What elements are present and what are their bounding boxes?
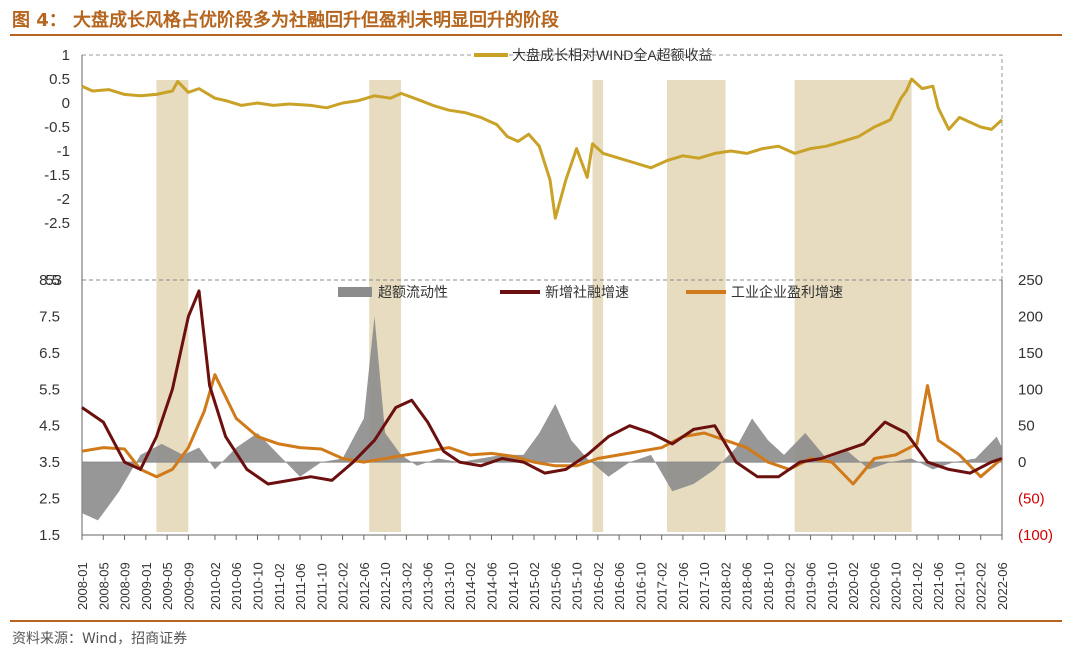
y-tick-label-right: 0 [1018, 454, 1026, 471]
x-tick-label: 2016-02 [591, 562, 606, 610]
y-tick-label-right: 250 [1018, 272, 1043, 289]
x-tick-label: 2021-06 [931, 562, 946, 610]
x-tick-label: 2015-02 [527, 562, 542, 610]
y-tick-label-right: (50) [1018, 491, 1045, 508]
x-tick-label: 2013-06 [421, 562, 436, 610]
y-tick-label-top: -1.5 [44, 167, 70, 184]
y-tick-label-left: 1.5 [39, 527, 60, 544]
y-tick-label-top: 1 [62, 47, 70, 64]
y-tick-label-left-extra: 53 [45, 272, 62, 289]
x-tick-label: 2014-10 [506, 562, 521, 610]
x-tick-label: 2015-10 [570, 562, 585, 610]
x-tick-label: 2012-06 [357, 562, 372, 610]
x-tick-label: 2019-06 [804, 562, 819, 610]
x-tick-label: 2008-05 [96, 562, 111, 610]
legend-label-liquidity: 超额流动性 [378, 284, 448, 300]
title-divider [10, 34, 1062, 36]
y-tick-label-right: (100) [1018, 527, 1053, 544]
footer-divider [10, 620, 1062, 622]
y-tick-label-left: 5.5 [39, 381, 60, 398]
x-tick-label: 2021-02 [910, 562, 925, 610]
x-tick-label: 2017-10 [697, 562, 712, 610]
x-tick-label: 2010-02 [208, 562, 223, 610]
legend-label-excess: 大盘成长相对WIND全A超额收益 [512, 47, 713, 63]
x-tick-label: 2012-02 [336, 562, 351, 610]
y-tick-label-top: -2.5 [44, 215, 70, 232]
y-tick-label-right: 50 [1018, 418, 1035, 435]
x-tick-label: 2022-06 [995, 562, 1010, 610]
x-tick-label: 2018-06 [740, 562, 755, 610]
x-tick-label: 2019-10 [825, 562, 840, 610]
top-panel-frame [82, 54, 1003, 280]
x-tick-label: 2018-02 [718, 562, 733, 610]
x-tick-label: 2014-02 [463, 562, 478, 610]
x-tick-label: 2018-10 [761, 562, 776, 610]
x-tick-label: 2020-02 [846, 562, 861, 610]
y-tick-label-right: 200 [1018, 308, 1043, 325]
chart-title: 图 4： 大盘成长风格占优阶段多为社融回升但盈利未明显回升的阶段 [12, 10, 560, 31]
shaded-period [156, 80, 189, 532]
y-tick-label-right: 100 [1018, 381, 1043, 398]
y-tick-label-top: 0 [62, 95, 70, 112]
shaded-period [369, 80, 402, 532]
shaded-period [592, 80, 604, 532]
y-tick-label-right: 150 [1018, 345, 1043, 362]
legend-label-profit: 工业企业盈利增速 [731, 284, 843, 300]
y-tick-label-left: 2.5 [39, 491, 60, 508]
x-tick-label: 2016-10 [633, 562, 648, 610]
y-tick-label-left: 7.5 [39, 308, 60, 325]
x-tick-label: 2010-06 [229, 562, 244, 610]
series-line-social-financing [81, 289, 1003, 486]
y-tick-label-top: -2 [57, 191, 70, 208]
x-tick-label: 2008-01 [75, 562, 90, 610]
y-tick-label-left: 4.5 [39, 418, 60, 435]
series-line-excess-return [81, 77, 1004, 220]
x-tick-label: 2020-06 [867, 562, 882, 610]
x-tick-label: 2011-10 [314, 563, 329, 610]
x-tick-label: 2009-05 [160, 562, 175, 610]
y-tick-label-top: -0.5 [44, 119, 70, 136]
x-tick-label: 2009-01 [139, 562, 154, 610]
y-tick-label-left: 8.5 [39, 272, 60, 289]
x-tick-label: 2019-02 [782, 562, 797, 610]
x-tick-label: 2011-02 [272, 563, 287, 610]
x-tick-label: 2009-09 [181, 562, 196, 610]
x-tick-label: 2021-10 [952, 562, 967, 610]
x-tick-label: 2013-02 [399, 562, 414, 610]
x-tick-label: 2017-06 [676, 562, 691, 610]
shaded-period [666, 80, 726, 532]
legend-swatch-liquidity [338, 287, 372, 297]
x-tick-label: 2011-06 [293, 563, 308, 610]
x-tick-label: 2015-06 [548, 562, 563, 610]
y-tick-label-left: 3.5 [39, 454, 60, 471]
x-tick-label: 2017-02 [655, 562, 670, 610]
source-note: 资料来源：Wind，招商证券 [12, 631, 188, 647]
x-tick-label: 2014-06 [484, 562, 499, 610]
x-tick-label: 2013-10 [442, 562, 457, 610]
legend-label-social: 新增社融增速 [545, 284, 629, 300]
x-tick-label: 2020-10 [889, 562, 904, 610]
y-tick-label-top: 0.5 [49, 71, 70, 88]
x-tick-label: 2022-02 [974, 562, 989, 610]
x-tick-label: 2016-06 [612, 562, 627, 610]
y-tick-label-left: 6.5 [39, 345, 60, 362]
x-tick-label: 2012-10 [378, 562, 393, 610]
x-tick-label: 2008-09 [118, 562, 133, 610]
y-tick-label-top: -1 [57, 143, 70, 160]
x-tick-label: 2010-10 [250, 562, 265, 610]
